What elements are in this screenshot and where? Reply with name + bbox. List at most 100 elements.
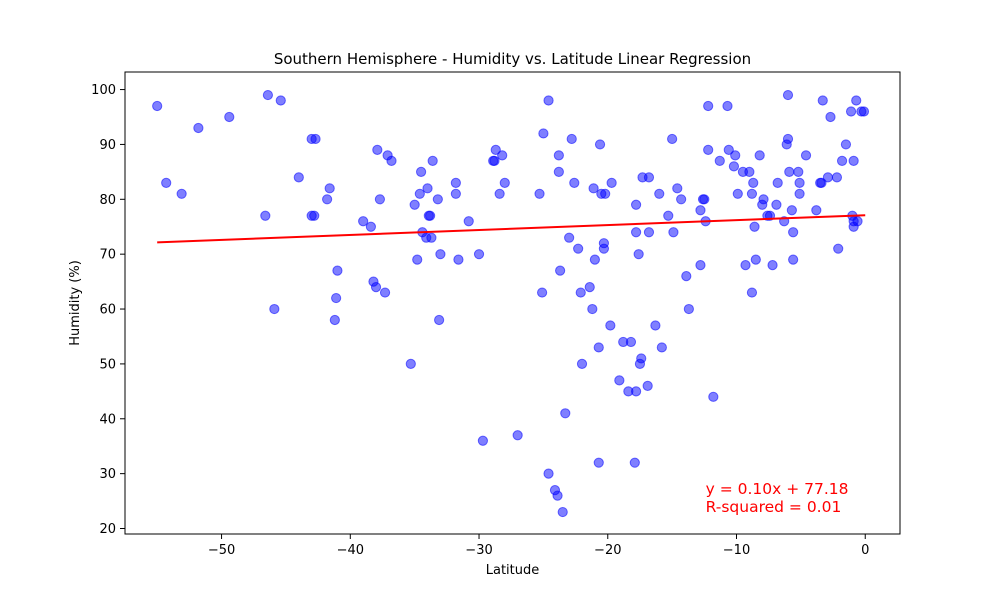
data-point: [512, 430, 523, 441]
chart-title: Southern Hemisphere - Humidity vs. Latit…: [274, 50, 751, 68]
data-point: [489, 155, 500, 166]
data-point: [322, 194, 333, 205]
data-point: [310, 133, 321, 145]
y-tick-label: 30: [99, 467, 116, 482]
data-point: [723, 144, 734, 156]
data-point: [703, 100, 714, 112]
data-point: [642, 380, 653, 391]
plot-area: [152, 89, 870, 518]
data-point: [695, 205, 706, 216]
x-tick-label: −20: [594, 543, 621, 558]
data-point: [630, 386, 642, 397]
data-point: [358, 216, 369, 227]
data-point: [372, 144, 383, 156]
y-tick-label: 70: [99, 248, 116, 263]
data-point: [434, 314, 445, 326]
y-tick-label: 90: [99, 138, 116, 153]
data-point: [552, 490, 563, 501]
data-point: [497, 150, 508, 161]
data-point: [845, 106, 857, 117]
annotation-line: y = 0.10x + 77.18: [706, 480, 849, 498]
data-point: [683, 303, 694, 315]
data-point: [740, 260, 751, 271]
data-point: [750, 254, 761, 265]
data-point: [193, 122, 204, 134]
x-tick-label: −50: [208, 543, 235, 558]
data-point: [754, 150, 765, 161]
data-point: [793, 166, 804, 177]
data-point: [560, 408, 571, 419]
data-point: [598, 243, 610, 254]
data-point: [650, 320, 661, 331]
data-point: [412, 254, 423, 265]
data-point: [593, 457, 604, 468]
data-point: [329, 314, 340, 326]
data-point: [370, 281, 382, 293]
data-point: [584, 281, 595, 293]
data-point: [224, 111, 235, 123]
data-point: [593, 342, 604, 353]
data-point: [473, 249, 485, 260]
x-tick-label: −40: [337, 543, 364, 558]
data-point: [161, 177, 172, 188]
data-point: [840, 139, 852, 150]
data-point: [782, 133, 794, 145]
data-point: [858, 106, 870, 117]
data-point: [772, 177, 783, 188]
data-point: [748, 177, 759, 188]
data-point: [767, 260, 778, 271]
data-point: [379, 287, 391, 298]
data-point: [409, 199, 420, 210]
data-point: [386, 155, 397, 166]
data-point: [667, 133, 678, 145]
x-tick-label: −30: [465, 543, 492, 558]
data-point: [416, 166, 427, 177]
data-point: [636, 353, 647, 364]
data-point: [749, 221, 760, 232]
data-point: [732, 188, 743, 199]
data-point: [630, 199, 642, 210]
data-point: [708, 391, 719, 402]
data-point: [606, 177, 617, 188]
y-tick-label: 80: [99, 193, 116, 208]
data-point: [293, 172, 304, 183]
data-point: [672, 183, 683, 194]
data-point: [852, 216, 863, 227]
x-tick-label: −10: [723, 543, 750, 558]
data-point: [629, 457, 640, 468]
regression-line: [157, 214, 866, 244]
data-point: [746, 188, 758, 199]
data-point: [851, 95, 862, 106]
data-point: [269, 303, 280, 315]
data-point: [543, 468, 554, 479]
regression-annotation: y = 0.10x + 77.18R-squared = 0.01: [706, 480, 849, 516]
data-point: [643, 227, 655, 238]
data-point: [435, 249, 446, 260]
data-point: [499, 177, 510, 188]
data-point: [663, 210, 674, 221]
data-point: [534, 188, 545, 199]
data-point: [782, 89, 794, 101]
data-point: [588, 183, 599, 194]
data-point: [365, 221, 376, 232]
data-point: [490, 144, 501, 156]
y-tick-label: 60: [99, 303, 116, 318]
x-axis-label: Latitude: [486, 563, 540, 578]
y-tick-label: 20: [99, 522, 116, 537]
data-point: [836, 155, 848, 166]
data-point: [714, 155, 725, 166]
data-point: [605, 320, 616, 331]
data-point: [825, 111, 836, 123]
data-point: [453, 254, 464, 265]
y-tick-label: 40: [99, 412, 116, 427]
data-point: [575, 287, 586, 298]
y-axis: 20 30 40 50 60 70 80 90 100: [91, 83, 125, 537]
data-point: [260, 210, 271, 221]
data-point: [699, 194, 710, 205]
data-point: [822, 172, 834, 183]
data-point: [730, 150, 741, 161]
data-point: [422, 183, 433, 194]
plot-frame: [124, 71, 901, 535]
